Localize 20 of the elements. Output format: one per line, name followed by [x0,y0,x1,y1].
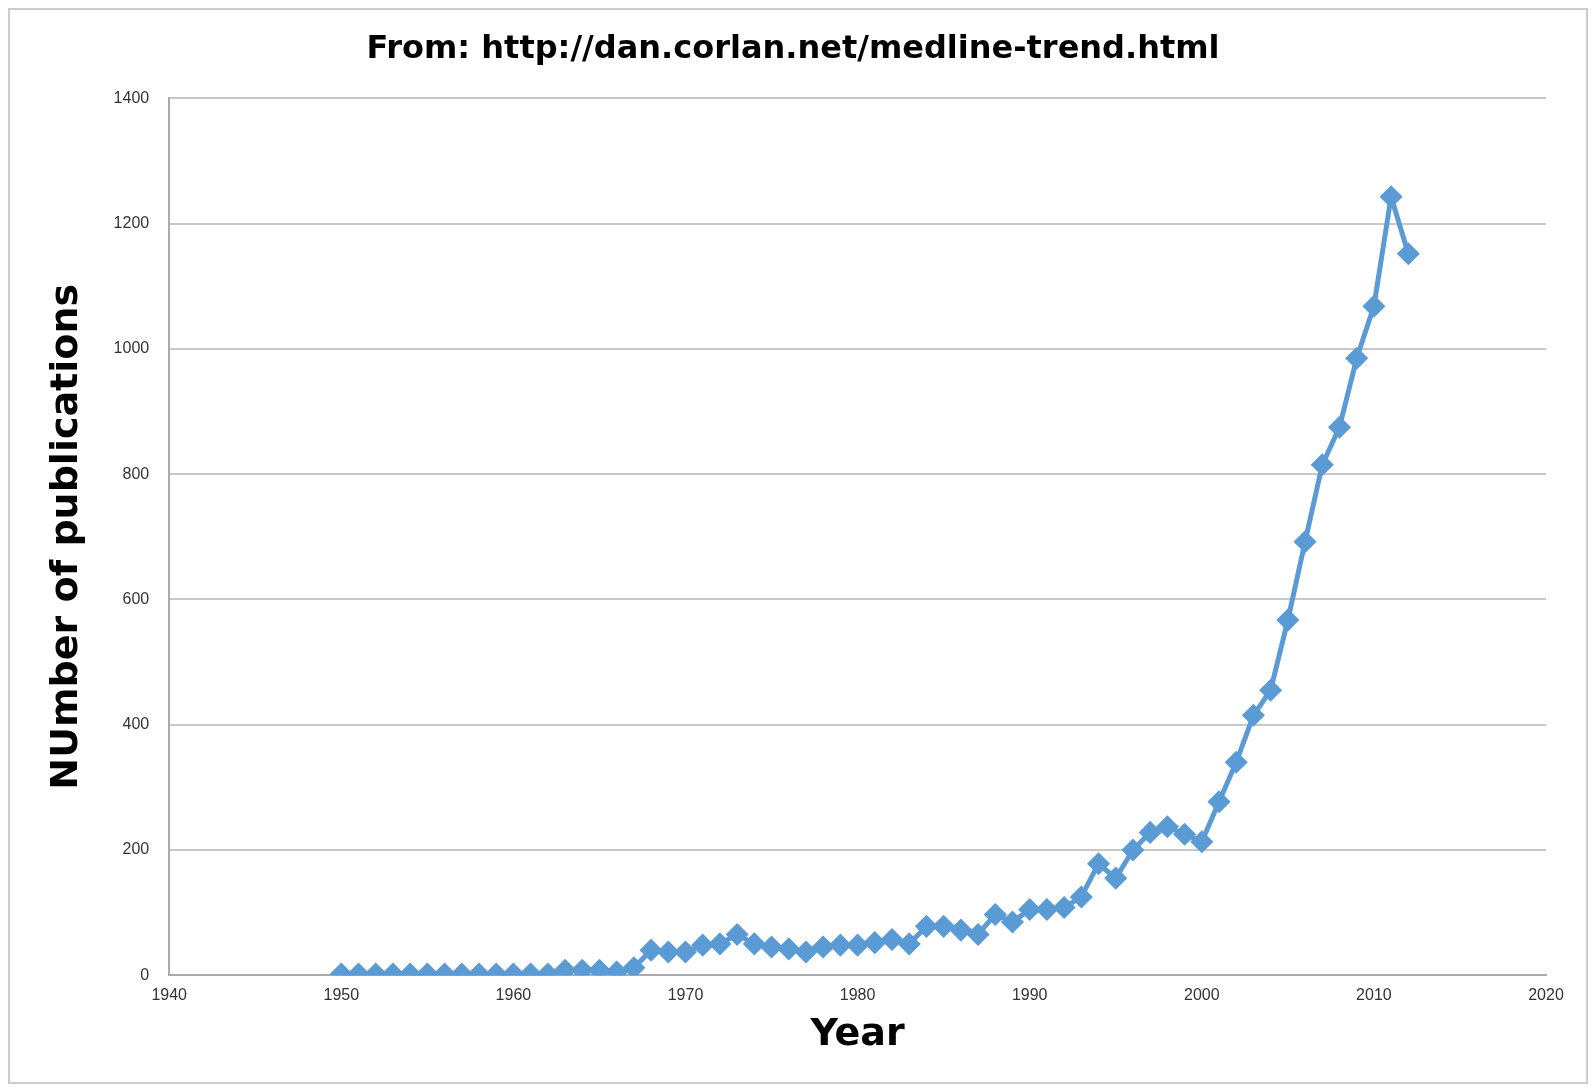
x-axis-title: Year [809,1010,905,1055]
y-tick-label: 400 [122,715,150,733]
y-tick-label: 600 [122,589,150,607]
chart-title: From: http://dan.corlan.net/medline-trend.html [366,27,1220,66]
x-tick-label: 1980 [839,986,876,1004]
y-axis-title: NUmber of publications [41,283,86,790]
x-tick-label: 2010 [1356,986,1392,1004]
x-tick-label: 1970 [667,986,704,1004]
x-tick-label: 1950 [323,986,360,1004]
x-tick-label: 1960 [495,986,532,1004]
y-tick-label: 200 [122,840,150,858]
x-tick-label: 1940 [151,986,188,1004]
y-tick-label: 800 [122,464,150,482]
x-tick-label: 1990 [1011,986,1048,1004]
y-tick-label: 1200 [113,214,150,232]
x-tick-label: 2020 [1528,986,1564,1004]
y-tick-label: 0 [140,965,150,983]
y-tick-label: 1400 [113,88,150,106]
y-tick-label: 1000 [113,339,150,357]
x-tick-label: 2000 [1184,986,1220,1004]
